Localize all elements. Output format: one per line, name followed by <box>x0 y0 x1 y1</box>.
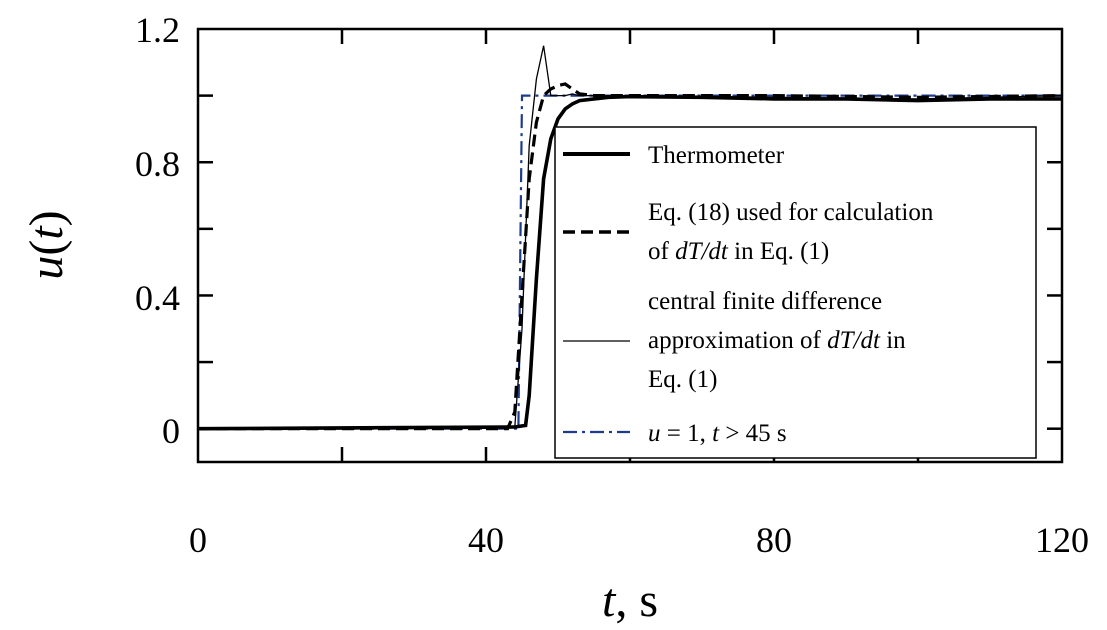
legend-box <box>554 126 1037 459</box>
legend-label-step-reference: u = 1, t > 45 s <box>648 420 787 447</box>
y-tick-label-0.8: 0.8 <box>135 144 180 184</box>
legend-label-eq18-line2: of dT/dt in Eq. (1) <box>648 238 829 265</box>
series-thermometer <box>198 94 1062 431</box>
legend-label-central-line2: approximation of dT/dt in <box>648 327 906 354</box>
x-tick-label-0: 0 <box>189 520 207 560</box>
series-eq18 <box>198 82 1062 431</box>
x-tick-label-120: 120 <box>1035 520 1089 560</box>
legend-label-thermometer: Thermometer <box>648 142 785 169</box>
legend: Thermometer Eq. (18) used for calculatio… <box>554 126 1037 459</box>
x-axis-label: t, s <box>602 574 658 627</box>
y-axis-label: u(t) <box>20 210 73 279</box>
legend-label-eq18-line1: Eq. (18) used for calculation <box>648 199 934 226</box>
y-tick-label-1.2: 1.2 <box>135 10 180 50</box>
legend-label-central-line3: Eq. (1) <box>648 366 717 393</box>
y-tick-label-0.4: 0.4 <box>135 278 180 318</box>
x-tick-label-80: 80 <box>756 520 792 560</box>
y-tick-label-0: 0 <box>162 411 180 451</box>
x-tick-label-40: 40 <box>468 520 504 560</box>
legend-label-central-line1: central finite difference <box>648 288 882 315</box>
